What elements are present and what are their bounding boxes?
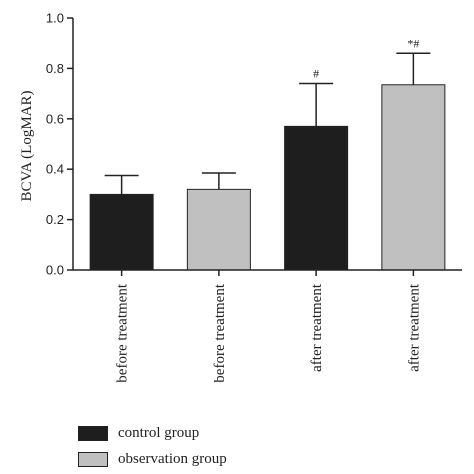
- axes-layer: 0.0 0.2 0.4 0.6 0.8 1.0 before treatment before…: [46, 11, 462, 383]
- bar: [284, 125, 349, 271]
- y-tick-label: 1.0: [46, 11, 64, 26]
- y-tick-label: 0.6: [46, 111, 64, 126]
- y-tick-label: 0.2: [46, 212, 64, 227]
- y-axis-label: BCVA (LogMAR): [19, 91, 35, 202]
- legend-swatch-observation: [78, 451, 108, 467]
- x-tick-label: before treatment: [212, 283, 228, 383]
- bar: [381, 84, 446, 271]
- significance-marker: #: [313, 67, 319, 81]
- bars-layer: # *#: [89, 36, 446, 271]
- x-tick-label: before treatment: [115, 283, 131, 383]
- x-tick-label: after treatment: [406, 283, 422, 372]
- legend-label-control: control group: [118, 424, 200, 441]
- y-tick-label: 0.8: [46, 61, 64, 76]
- legend-item-control: control group: [78, 420, 227, 446]
- x-tick-label: after treatment: [309, 283, 325, 372]
- bar: [186, 188, 251, 271]
- y-tick-label: 0.4: [46, 162, 64, 177]
- y-tick-label: 0.0: [46, 263, 64, 278]
- legend-label-observation: observation group: [118, 450, 227, 467]
- significance-marker: *#: [407, 36, 419, 50]
- legend: control group observation group: [78, 420, 227, 472]
- legend-swatch-control: [78, 425, 108, 441]
- legend-item-observation: observation group: [78, 446, 227, 472]
- bar: [89, 193, 154, 271]
